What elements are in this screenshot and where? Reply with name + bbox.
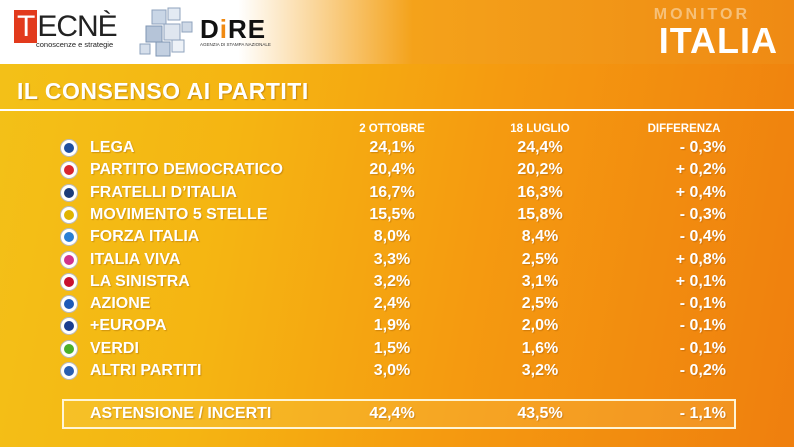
party-logo-icon [60,161,78,180]
value-jul18: 2,0% [521,317,559,335]
party-logo-mark [64,366,74,376]
abstention-label: ASTENSIONE / INCERTI [90,405,272,422]
table-row: ITALIA VIVA 3,3% 2,5% + 0,8% [0,249,794,271]
party-logo-mark [64,232,74,243]
value-diff: - 0,1% [679,339,726,357]
party-logo-icon [60,362,78,380]
value-jul18: 20,2% [517,161,563,179]
table-row: LEGA 24,1% 24,4% - 0,3% [0,137,794,159]
party-logo-icon [60,228,78,247]
value-oct2: 15,5% [369,205,415,223]
party-name: MOVIMENTO 5 STELLE [90,205,268,223]
tecne-tagline: conoscenze e strategie [36,40,114,49]
party-name: LA SINISTRA [90,272,190,290]
value-jul18: 3,1% [521,272,559,290]
party-name: +EUROPA [90,317,167,335]
title-divider [0,109,794,111]
tecne-logo: T ECNÈ conoscenze e strategie [14,10,134,50]
value-oct2: 2,4% [373,295,411,313]
value-diff: - 0,2% [679,362,726,379]
value-jul18: 8,4% [521,228,559,246]
dire-logo: DiRE AGENZIA DI STAMPA NAZIONALE [200,14,271,47]
value-diff: - 0,3% [679,139,726,156]
value-oct2: 8,0% [373,228,411,246]
dire-tagline: AGENZIA DI STAMPA NAZIONALE [200,42,271,47]
party-logo-icon [60,139,78,157]
value-diff: + 0,4% [675,183,726,201]
party-logo-mark [64,209,74,220]
page-title: IL CONSENSO AI PARTITI [17,78,309,104]
party-logo-mark [64,343,74,354]
table-row: +EUROPA 1,9% 2,0% - 0,1% [0,315,794,337]
value-diff: - 0,3% [679,205,726,223]
value-diff: + 0,8% [675,250,726,268]
party-name: PARTITO DEMOCRATICO [90,161,283,179]
table-row: VERDI 1,5% 1,6% - 0,1% [0,338,794,360]
value-oct2: 20,4% [369,161,415,179]
column-header-diff: DIFFERENZA [647,123,721,135]
party-logo-icon [60,317,78,336]
party-logo-icon [60,339,78,358]
table-row: LA SINISTRA 3,2% 3,1% + 0,1% [0,271,794,293]
party-logo-mark [64,276,74,287]
party-logo-icon [60,272,78,291]
value-oct2: 3,3% [373,250,411,268]
column-header-jul18: 18 LUGLIO [510,123,570,135]
table-row: FRATELLI D’ITALIA 16,7% 16,3% + 0,4% [0,182,794,204]
abstention-diff: - 1,1% [679,405,726,422]
table-row: PARTITO DEMOCRATICO 20,4% 20,2% + 0,2% [0,159,794,181]
party-name: VERDI [90,339,139,357]
abstention-jul18: 43,5% [517,405,563,422]
abstention-oct2: 42,4% [369,405,415,422]
value-jul18: 2,5% [521,295,559,313]
abstention-row: ASTENSIONE / INCERTI 42,4% 43,5% - 1,1% [0,403,794,425]
party-name: FORZA ITALIA [90,228,200,246]
column-header-oct2: 2 OTTOBRE [359,123,425,135]
monitor-label: MONITOR [653,6,750,23]
abstention-box [62,399,736,429]
value-diff: + 0,2% [675,161,726,179]
value-jul18: 3,2% [521,362,559,379]
party-logo-icon [60,295,78,314]
party-logo-icon [60,183,78,202]
value-jul18: 2,5% [521,250,559,268]
party-name: FRATELLI D’ITALIA [90,183,237,201]
party-logo-mark [64,321,74,332]
party-name: AZIONE [90,295,151,313]
value-oct2: 1,5% [373,339,411,357]
party-logo-mark [64,187,74,198]
value-oct2: 3,2% [373,272,411,290]
party-logo-mark [64,299,74,310]
value-diff: - 0,4% [679,228,726,246]
value-jul18: 24,4% [517,139,563,156]
party-logo-icon [60,250,78,269]
party-logo-mark [64,165,74,176]
value-oct2: 16,7% [369,183,415,201]
value-diff: + 0,1% [675,272,726,290]
value-oct2: 24,1% [369,139,415,156]
value-diff: - 0,1% [679,317,726,335]
party-name: LEGA [90,139,135,156]
table-row: ALTRI PARTITI 3,0% 3,2% - 0,2% [0,360,794,382]
party-name: ALTRI PARTITI [90,362,202,379]
table-row: FORZA ITALIA 8,0% 8,4% - 0,4% [0,226,794,248]
party-logo-icon [60,205,78,224]
table-row: MOVIMENTO 5 STELLE 15,5% 15,8% - 0,3% [0,204,794,226]
header-banner: T ECNÈ conoscenze e strategie DiRE AGENZI… [0,0,794,64]
value-jul18: 15,8% [517,205,563,223]
party-logo-mark [64,143,74,153]
party-logo-mark [64,254,74,265]
cubes-logo-icon [139,7,193,57]
value-jul18: 16,3% [517,183,563,201]
party-name: ITALIA VIVA [90,250,181,268]
value-oct2: 1,9% [373,317,411,335]
value-oct2: 3,0% [373,362,411,379]
value-jul18: 1,6% [521,339,559,357]
value-diff: - 0,1% [679,295,726,313]
italia-label: ITALIA [658,20,778,61]
table-row: AZIONE 2,4% 2,5% - 0,1% [0,293,794,315]
